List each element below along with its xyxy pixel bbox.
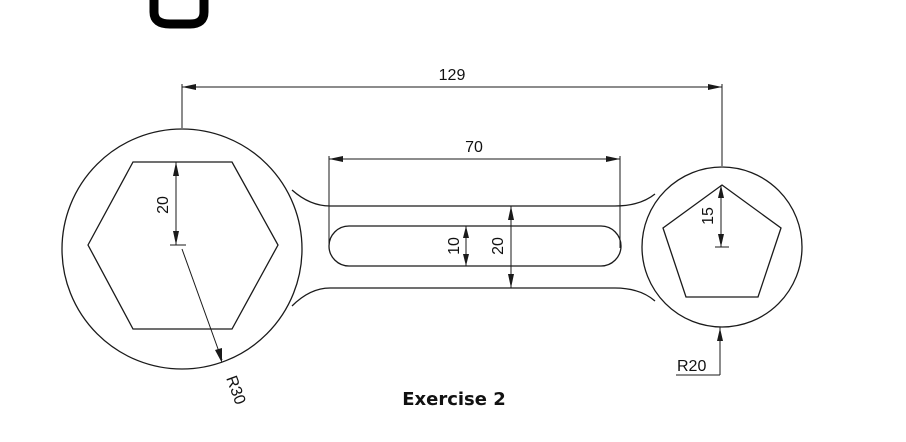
arm-top-edge: [291, 189, 656, 207]
small-circle: [641, 166, 803, 328]
dim-hex-20-arrow-bottom: [173, 231, 179, 245]
dim-handle-20-arrow-top: [508, 206, 514, 220]
r30-label: R30: [222, 374, 248, 407]
dim-70-arrow-left: [329, 156, 343, 162]
pentagon-outline: [662, 184, 782, 298]
dim-handle-20-arrow-bottom: [508, 274, 514, 288]
r30-leader-line: [181, 248, 223, 361]
dim-10-label: 10: [446, 237, 463, 255]
slot-outline: [328, 225, 622, 267]
r20-label: R20: [677, 358, 706, 375]
dim-129-label: 129: [439, 67, 466, 84]
dim-15-arrow-bottom: [718, 234, 724, 247]
r30-leader-arrow: [215, 348, 222, 363]
exercise-caption: Exercise 2: [402, 389, 506, 410]
hexagon-outline: [87, 161, 279, 330]
dim-10-arrow-top: [463, 226, 469, 238]
dim-15-label: 15: [700, 207, 717, 225]
dim-15-arrow-top: [718, 185, 724, 198]
dim-129-arrow-left: [182, 84, 196, 90]
arm-bottom-edge: [291, 287, 656, 307]
dim-70-arrow-right: [606, 156, 620, 162]
large-circle: [61, 128, 303, 370]
cropped-heading-fragment: [149, 0, 209, 29]
dim-hex-20-label: 20: [155, 196, 172, 214]
r20-leader-arrow: [717, 328, 723, 341]
dim-70-label: 70: [465, 139, 483, 156]
dim-handle-20-label: 20: [490, 237, 507, 255]
dim-129-arrow-right: [708, 84, 722, 90]
dim-10-arrow-bottom: [463, 254, 469, 266]
dim-hex-20-arrow-top: [173, 162, 179, 176]
